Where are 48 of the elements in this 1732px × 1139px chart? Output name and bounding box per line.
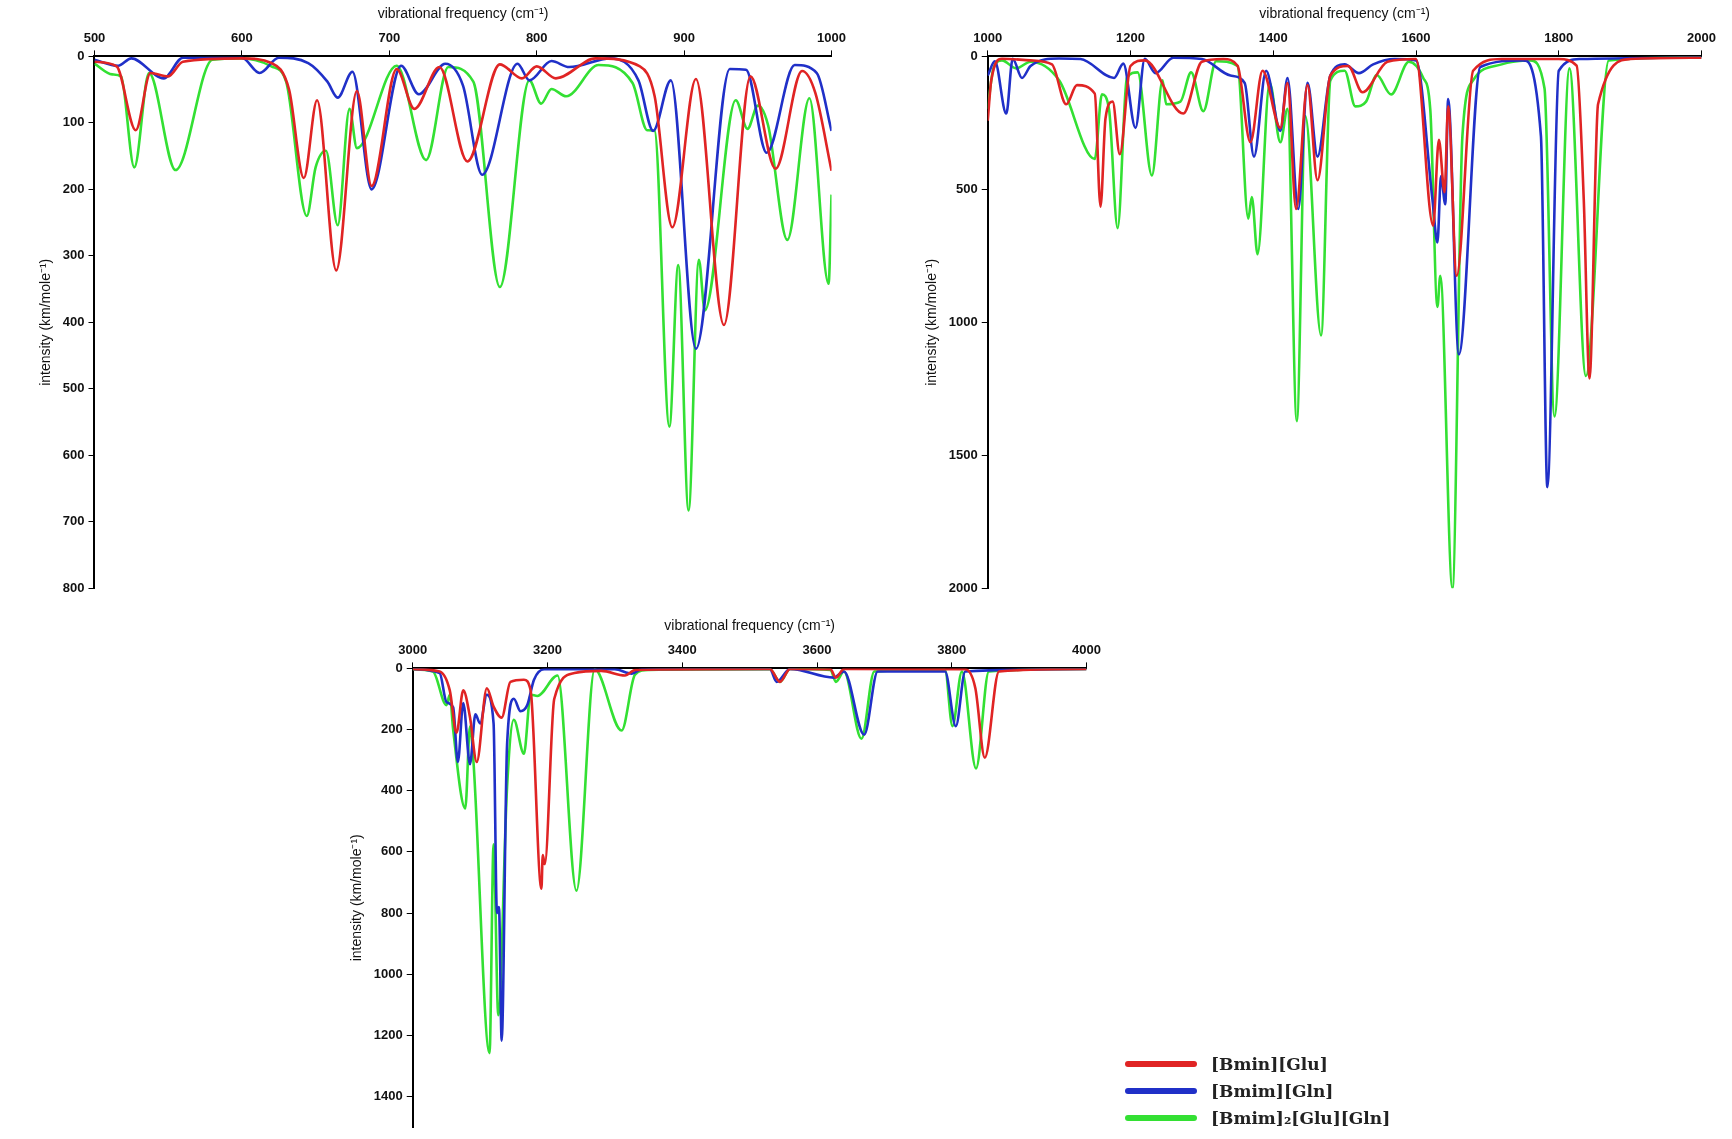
y-tick-label: 200 bbox=[381, 721, 403, 737]
x-tick-label: 3200 bbox=[533, 642, 562, 658]
y-tick-label: 0 bbox=[395, 659, 403, 675]
y-tick-label: 600 bbox=[381, 843, 403, 859]
y-tick-label: 0 bbox=[970, 47, 978, 63]
y-tick-label: 1000 bbox=[373, 965, 403, 981]
y-tick-label: 500 bbox=[62, 380, 85, 396]
x-tick-label: 1800 bbox=[1544, 30, 1574, 46]
x-tick-label: 1400 bbox=[1258, 30, 1288, 46]
x-tick-label: 2000 bbox=[1687, 30, 1716, 46]
x-tick-label: 1000 bbox=[973, 30, 1003, 46]
x-axis-title: vibrational frequency (cm⁻¹) bbox=[377, 5, 549, 22]
y-tick-label: 800 bbox=[381, 904, 403, 920]
y-tick-label: 200 bbox=[62, 180, 85, 196]
y-tick-label: 1000 bbox=[948, 313, 978, 329]
x-tick-label: 900 bbox=[673, 30, 695, 46]
y-tick-label: 800 bbox=[62, 579, 85, 595]
x-axis-title: vibrational frequency (cm⁻¹) bbox=[664, 617, 835, 634]
x-tick-label: 1000 bbox=[817, 30, 846, 46]
x-tick-label: 4000 bbox=[1072, 642, 1101, 658]
y-tick-label: 0 bbox=[77, 47, 85, 63]
legend-label: [Bmim]₂[Glu][Gln] bbox=[1211, 1107, 1391, 1128]
y-tick-label: 2000 bbox=[948, 579, 978, 595]
y-tick-label: 700 bbox=[62, 513, 85, 529]
x-tick-label: 3600 bbox=[802, 642, 832, 658]
y-tick-label: 1400 bbox=[373, 1088, 403, 1104]
y-tick-label: 100 bbox=[62, 114, 85, 130]
y-tick-label: 400 bbox=[381, 782, 403, 798]
x-tick-label: 3800 bbox=[937, 642, 967, 658]
y-tick-label: 500 bbox=[956, 180, 978, 196]
y-axis-title: intensity (km/mole⁻¹) bbox=[37, 258, 54, 386]
y-tick-label: 300 bbox=[62, 247, 85, 263]
y-tick-label: 400 bbox=[62, 313, 85, 329]
x-tick-label: 800 bbox=[525, 30, 548, 46]
legend-label: [Bmin][Glu] bbox=[1211, 1053, 1328, 1074]
x-axis-title: vibrational frequency (cm⁻¹) bbox=[1259, 5, 1430, 22]
x-tick-label: 1200 bbox=[1116, 30, 1145, 46]
y-tick-label: 1200 bbox=[373, 1027, 403, 1043]
x-tick-label: 500 bbox=[83, 30, 106, 46]
y-axis-title: intensity (km/mole⁻¹) bbox=[348, 834, 365, 962]
x-tick-label: 1600 bbox=[1401, 30, 1431, 46]
y-tick-label: 1500 bbox=[948, 446, 978, 462]
x-tick-label: 3400 bbox=[667, 642, 697, 658]
x-tick-label: 3000 bbox=[398, 642, 428, 658]
y-axis-title: intensity (km/mole⁻¹) bbox=[923, 258, 940, 386]
x-tick-label: 600 bbox=[231, 30, 253, 46]
y-tick-label: 600 bbox=[62, 446, 85, 462]
legend-label: [Bmim][Gln] bbox=[1211, 1080, 1334, 1101]
